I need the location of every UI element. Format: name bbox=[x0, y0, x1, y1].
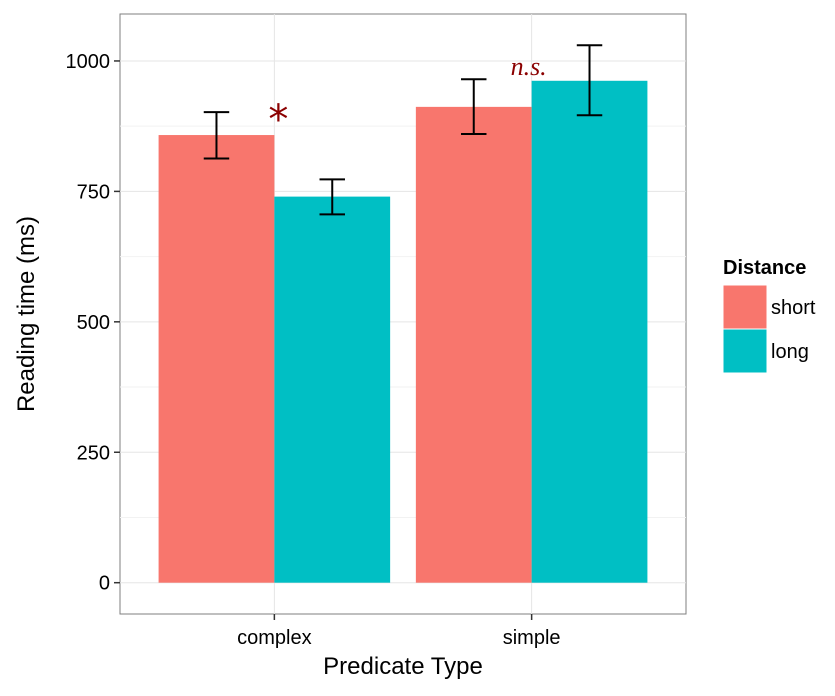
y-tick-label: 1000 bbox=[66, 51, 111, 73]
legend-label-short: short bbox=[771, 297, 816, 319]
x-axis-title: Predicate Type bbox=[323, 653, 483, 680]
bar-short-simple bbox=[415, 106, 532, 583]
bar-long-simple bbox=[531, 80, 648, 583]
legend-title: Distance bbox=[723, 257, 806, 279]
bar-long-complex bbox=[274, 196, 391, 583]
legend-key-long bbox=[722, 328, 768, 374]
significance-star: * bbox=[268, 97, 288, 143]
y-tick-label: 0 bbox=[99, 573, 110, 595]
x-tick-label: simple bbox=[503, 627, 561, 649]
legend-key-short bbox=[722, 284, 768, 330]
y-tick-label: 750 bbox=[77, 181, 110, 203]
x-tick-label: complex bbox=[237, 627, 311, 649]
y-axis-title: Reading time (ms) bbox=[13, 216, 40, 412]
not-significant-label: n.s. bbox=[511, 52, 547, 81]
bar-short-complex bbox=[158, 135, 275, 583]
y-tick-label: 250 bbox=[77, 442, 110, 464]
y-tick-label: 500 bbox=[77, 312, 110, 334]
legend-label-long: long bbox=[771, 341, 809, 363]
